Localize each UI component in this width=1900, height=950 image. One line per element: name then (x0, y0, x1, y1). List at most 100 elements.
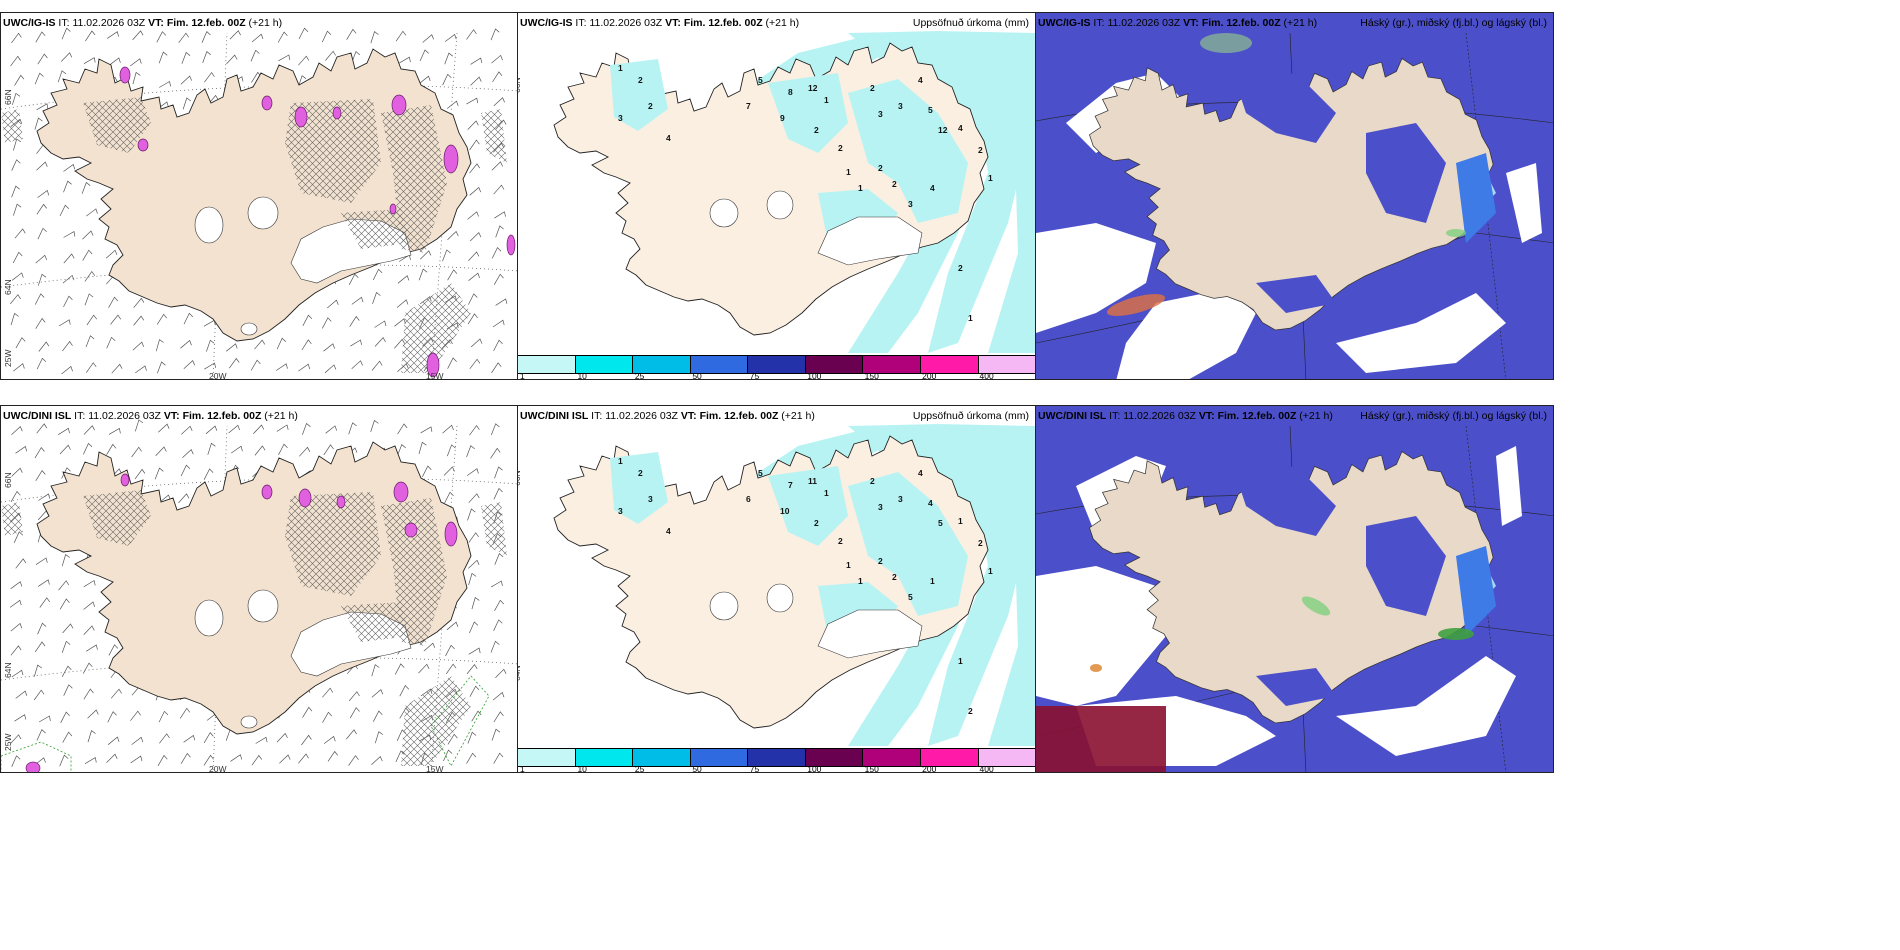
hatched-area (341, 602, 411, 642)
hatched-area (341, 209, 411, 249)
icing-area (261, 484, 273, 500)
wind-barb (108, 644, 119, 656)
colorbar-tick: 150 (864, 764, 879, 773)
wind-barb (372, 291, 381, 305)
panel-precip-dini: UWC/DINI ISL IT: 11.02.2026 03Z VT: Fim.… (517, 405, 1036, 773)
precip-patch (610, 59, 668, 131)
wind-barb (325, 50, 336, 61)
precip-value-label: 8 (788, 87, 793, 97)
wind-barb (83, 579, 96, 588)
precip-value-label: 2 (638, 468, 643, 478)
wind-barb (467, 313, 478, 325)
precip-value-label: 4 (918, 75, 923, 85)
wind-barb (10, 581, 23, 590)
wind-barb (179, 707, 191, 719)
wind-barb (298, 27, 309, 40)
wind-barb (156, 361, 166, 374)
wind-barb (374, 337, 386, 347)
clear-sky-area (1116, 289, 1256, 379)
hatched-area (83, 97, 151, 153)
wind-barb (12, 92, 21, 105)
colorbar-swatch (978, 356, 1035, 373)
colorbar-tick: 1 (520, 371, 525, 380)
precip-value-label: 1 (846, 167, 851, 177)
wind-barb (229, 357, 240, 369)
wind-barb (15, 690, 28, 699)
hatched-area (285, 492, 381, 596)
precip-value-label: 1 (988, 566, 993, 576)
wind-barb (86, 208, 98, 217)
clear-sky-area (1496, 446, 1522, 526)
wind-barb (63, 231, 76, 238)
wind-barb (445, 644, 455, 657)
wind-barb (371, 360, 383, 371)
wind-barb (494, 553, 504, 565)
wind-barb (201, 31, 211, 43)
wind-barb (10, 622, 23, 632)
precip-value-label: 4 (666, 133, 671, 143)
wind-barb (395, 30, 407, 42)
lat-label-66n: 66N (3, 89, 13, 105)
wind-barb (178, 32, 189, 44)
colorbar-swatch (863, 749, 921, 766)
wind-barb (105, 249, 118, 259)
wind-barb (447, 269, 458, 281)
wind-barb (469, 424, 480, 436)
high-cloud-over-land (1236, 466, 1336, 536)
iceland-land (1089, 450, 1494, 724)
colorbar-swatch (690, 356, 749, 373)
precip-value-label: 2 (878, 556, 883, 566)
wind-barb (230, 754, 243, 762)
icing-area (506, 234, 516, 256)
icing-area (137, 138, 149, 152)
wind-barb (158, 710, 169, 723)
precip-value-label: 7 (746, 101, 751, 111)
wind-map (1, 419, 517, 772)
wind-barb (15, 558, 27, 569)
wind-barb (397, 275, 410, 284)
precip-value-label: 3 (878, 502, 883, 512)
convective-cloud (1446, 229, 1466, 237)
precip-value-label: 1 (968, 313, 973, 323)
precip-value-label: 7 (788, 480, 793, 490)
wind-barb (279, 754, 291, 764)
wind-barb (254, 445, 266, 456)
colorbar-tick: 10 (577, 764, 587, 773)
wind-barb (180, 752, 191, 764)
panel-header: UWC/IG-IS IT: 11.02.2026 03Z VT: Fim. 12… (1038, 17, 1318, 29)
wind-barb (423, 642, 436, 652)
wind-barb (325, 425, 338, 434)
wind-barb (418, 441, 427, 454)
wind-barb (155, 446, 167, 456)
hatched-area (83, 490, 151, 546)
cloud-map (1036, 13, 1553, 379)
lat-label-64n: 64N (3, 279, 13, 295)
hatched-area (401, 676, 471, 766)
wind-barb (10, 645, 22, 656)
precip-patch (848, 472, 968, 616)
wind-barb (469, 621, 479, 634)
wind-barb (83, 425, 95, 435)
wind-barb (495, 298, 508, 306)
icing-area (393, 481, 409, 503)
wind-barb (206, 339, 215, 352)
wind-barb (11, 426, 23, 436)
wind-barb (132, 71, 141, 85)
panel-precip-igis: UWC/IG-IS IT: 11.02.2026 03Z VT: Fim. 12… (517, 12, 1036, 380)
wind-barb (468, 572, 477, 586)
wind-barb (492, 71, 503, 83)
colorbar-tick: 25 (634, 371, 645, 380)
colorbar-swatch (748, 749, 806, 766)
wind-barb (493, 273, 504, 285)
wind-barb (397, 423, 408, 435)
wind-barb (83, 57, 96, 65)
wind-barb (493, 184, 505, 195)
precip-value-label: 1 (618, 63, 623, 73)
wind-barb (302, 706, 313, 718)
precip-title: Uppsöfnuð úrkoma (mm) (912, 410, 1029, 422)
wind-barb (61, 554, 70, 567)
wind-barb (203, 754, 214, 766)
wind-barb (155, 339, 164, 352)
wind-barb (371, 664, 380, 677)
wind-barb (372, 710, 383, 722)
